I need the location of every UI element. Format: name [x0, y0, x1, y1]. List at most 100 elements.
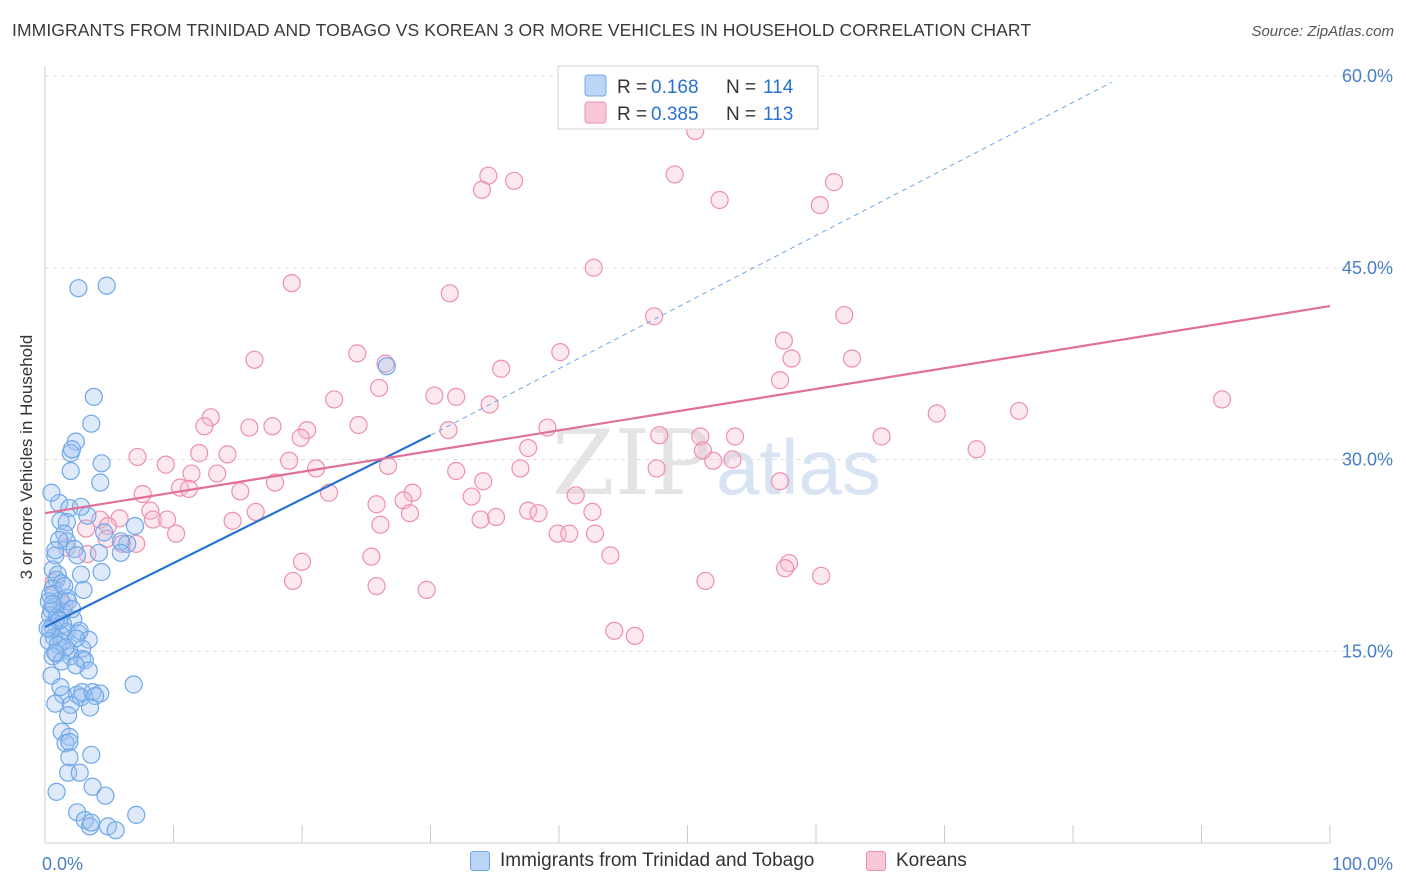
korean-point	[195, 417, 214, 436]
trinidad-point	[46, 643, 65, 662]
trinidad-point	[50, 530, 69, 550]
korean-point	[349, 415, 368, 435]
trinidad-point	[62, 440, 82, 459]
bottom-legend: Immigrants from Trinidad and Tobago Kore…	[0, 850, 1406, 880]
chart-title: IMMIGRANTS FROM TRINIDAD AND TOBAGO VS K…	[12, 20, 1032, 40]
source-note: Source: ZipAtlas.com	[1251, 23, 1394, 40]
korean-point	[201, 408, 220, 427]
korean-point	[425, 386, 444, 405]
trend-lines	[44, 81, 1331, 628]
korean-point	[776, 559, 795, 578]
korean-point	[439, 420, 458, 440]
korean-point	[824, 173, 844, 192]
top-legend: R = 0.168 N = 114 R = 0.385 N = 113	[557, 65, 819, 130]
korean-point	[644, 307, 664, 326]
legend-r-value-pink: 0.385	[651, 104, 699, 125]
korean-point	[810, 196, 829, 215]
trinidad-point	[42, 483, 61, 502]
trinidad-point	[56, 638, 75, 657]
korean-point	[462, 487, 481, 506]
y-tick-label: 15.0%	[1342, 641, 1393, 661]
korean-point	[156, 455, 175, 474]
korean-point	[486, 507, 506, 527]
korean-point	[208, 464, 227, 483]
watermark: ZIP atlas	[552, 411, 881, 516]
korean-point	[166, 524, 186, 543]
korean-point	[967, 440, 986, 459]
korean-point	[529, 504, 548, 523]
korean-point	[927, 404, 946, 423]
trinidad-point	[89, 543, 109, 562]
bottom-legend-swatch-pink	[866, 851, 886, 871]
legend-swatch-pink	[584, 101, 607, 124]
korean-point	[625, 626, 644, 646]
korean-point	[371, 515, 390, 534]
bottom-legend-label-koreans: Koreans	[896, 850, 967, 871]
korean-point	[447, 387, 466, 406]
korean-point	[551, 343, 570, 362]
korean-point	[585, 524, 605, 543]
trinidad-point	[106, 821, 125, 840]
trinidad-point	[95, 523, 114, 542]
trinidad-points	[38, 276, 396, 840]
korean-point	[1212, 390, 1232, 409]
x-tick-label-min: 0.0%	[42, 854, 83, 874]
korean-point	[492, 359, 511, 378]
korean-point	[265, 473, 285, 492]
korean-point	[583, 502, 602, 522]
korean-point	[835, 305, 854, 325]
watermark-zip: ZIP	[552, 411, 711, 516]
legend-n-label-pink: N =	[726, 104, 756, 125]
axes	[44, 66, 1331, 844]
korean-point	[362, 547, 381, 566]
trinidad-point	[46, 694, 65, 713]
korean-point	[605, 621, 624, 640]
korean-point	[511, 459, 530, 478]
trinidad-point	[59, 706, 78, 725]
bottom-legend-swatch-blue	[470, 851, 490, 871]
korean-point	[223, 511, 242, 530]
bottom-legend-label-trinidad: Immigrants from Trinidad and Tobago	[500, 850, 815, 871]
korean-point	[584, 258, 603, 277]
korean-point	[263, 417, 282, 436]
korean-point	[770, 371, 790, 390]
korean-point	[519, 438, 538, 458]
korean-point	[872, 427, 891, 446]
trinidad-point	[82, 414, 101, 433]
trinidad-point	[111, 543, 130, 562]
trinidad-trend-extension	[430, 81, 1112, 436]
korean-point	[647, 459, 666, 478]
korean-point	[725, 427, 745, 446]
korean-point	[723, 450, 742, 469]
trinidad-point	[92, 562, 111, 582]
trinidad-trend-line	[44, 434, 431, 628]
trinidad-point	[91, 684, 110, 703]
grid-lines	[45, 75, 1392, 652]
trinidad-point	[61, 461, 80, 481]
korean-point	[842, 349, 862, 368]
korean-point	[601, 546, 620, 565]
trinidad-point	[92, 454, 111, 473]
legend-n-value-blue: 114	[763, 77, 794, 98]
korean-point	[471, 510, 490, 529]
korean-point	[246, 502, 265, 522]
korean-point	[704, 451, 723, 470]
trinidad-point	[83, 777, 102, 796]
korean-point	[291, 428, 310, 447]
trinidad-point	[75, 651, 94, 670]
korean-point	[417, 580, 436, 599]
trinidad-point	[46, 546, 65, 565]
korean-point	[348, 344, 367, 363]
korean-point	[190, 444, 209, 463]
korean-point	[128, 447, 147, 467]
korean-point	[133, 484, 152, 504]
tick-labels: 15.0% 30.0% 45.0% 60.0% 0.0% 100.0%	[42, 66, 1393, 874]
korean-point	[282, 273, 301, 293]
trinidad-point	[71, 565, 91, 584]
trinidad-point	[52, 652, 71, 671]
trinidad-point	[61, 647, 80, 666]
y-axis-label: 3 or more Vehicles in Household	[17, 335, 36, 580]
trinidad-point	[46, 541, 65, 560]
trinidad-point	[82, 745, 101, 764]
trinidad-point	[69, 279, 88, 298]
